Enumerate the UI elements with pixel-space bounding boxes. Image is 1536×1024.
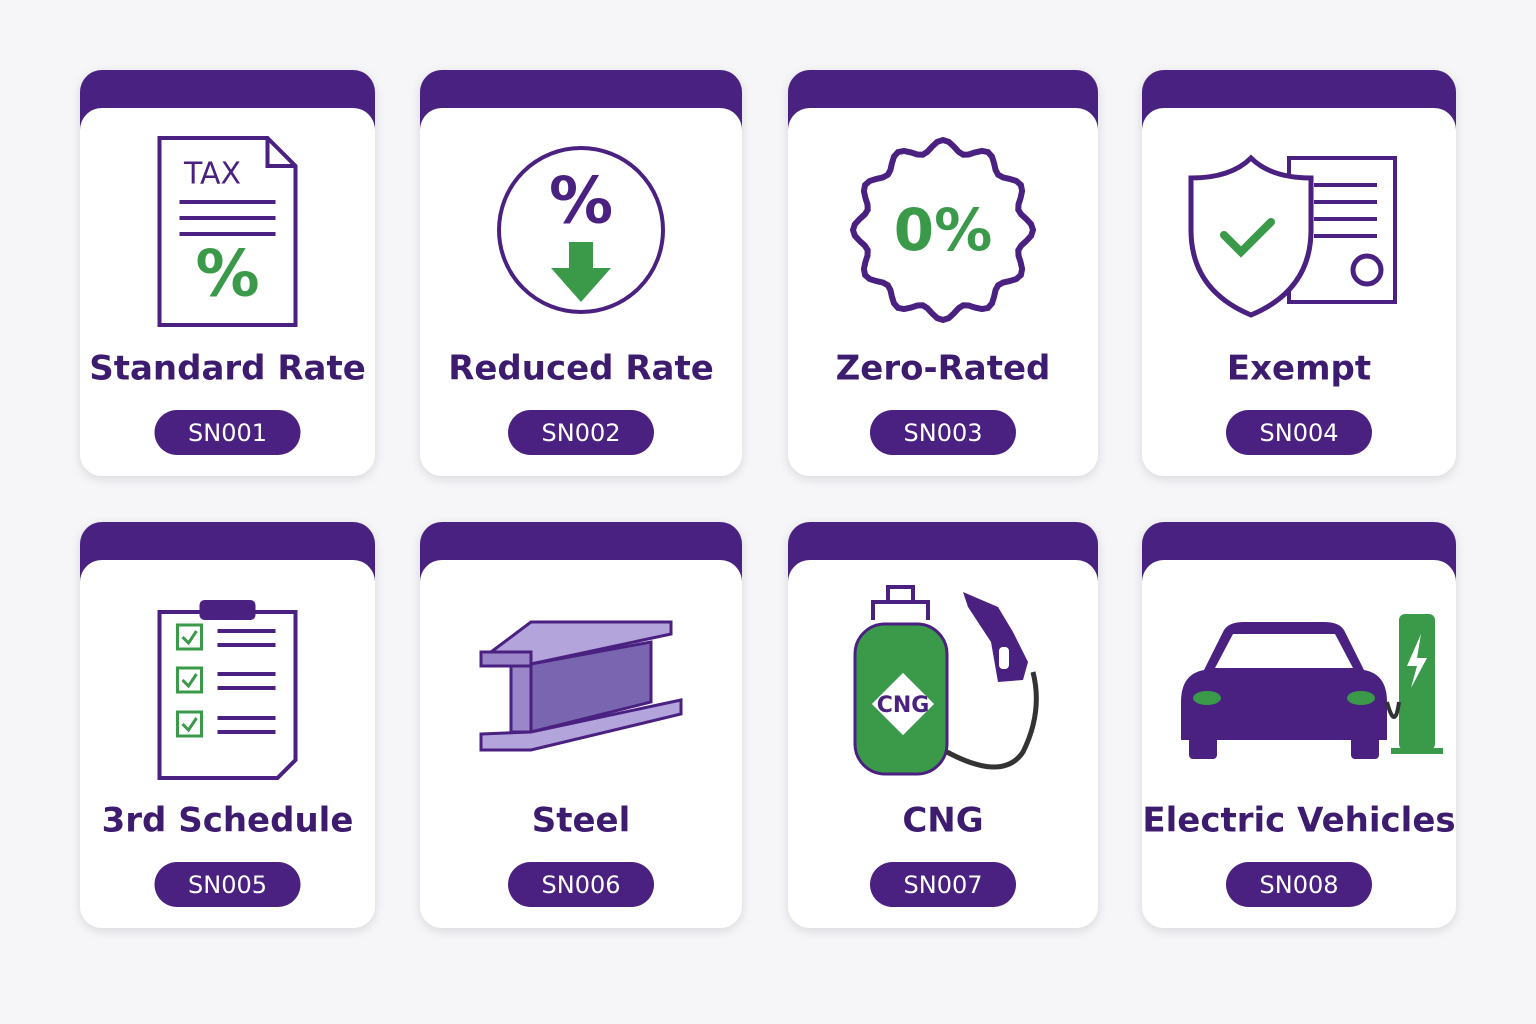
card-title: 3rd Schedule	[102, 801, 354, 841]
valve	[871, 585, 930, 620]
checkbox	[176, 623, 203, 651]
card-icon	[1188, 154, 1397, 318]
doc-outline	[157, 136, 298, 327]
tick	[181, 673, 198, 689]
card-title: CNG	[902, 801, 983, 841]
bolt	[1407, 634, 1427, 688]
windshield	[1215, 634, 1353, 668]
nozzle	[963, 592, 1028, 682]
code-label: SN005	[188, 871, 267, 899]
card-title: Standard Rate	[89, 349, 366, 389]
code-pill	[508, 410, 654, 455]
card-icon	[157, 600, 298, 780]
wheel	[1189, 737, 1217, 759]
nozzle-window	[999, 647, 1009, 669]
card-title: Electric Vehicles	[1142, 801, 1455, 841]
icon-text: TAX	[183, 157, 241, 192]
card-icon	[479, 620, 683, 752]
code-pill	[154, 410, 301, 455]
code-label: SN008	[1260, 871, 1339, 899]
card-icon: 0%	[849, 136, 1037, 324]
icon-text: %	[549, 165, 613, 239]
badge	[849, 136, 1037, 324]
code-label: SN007	[904, 871, 983, 899]
tick	[181, 717, 198, 733]
seal	[1350, 253, 1384, 287]
card-title: Exempt	[1227, 349, 1371, 389]
code-label: SN004	[1260, 419, 1339, 447]
card-icon	[1181, 614, 1443, 759]
charger-base	[1391, 748, 1443, 754]
charger	[1399, 614, 1435, 750]
headlight	[1347, 691, 1375, 705]
code-pill	[1226, 410, 1372, 455]
cable	[1385, 701, 1401, 719]
beam-web-side	[529, 640, 653, 734]
icon-text: %	[195, 238, 259, 312]
card-title: Steel	[532, 801, 631, 841]
arrow	[551, 242, 611, 302]
card-icon: %	[497, 146, 665, 314]
hose	[945, 671, 1039, 770]
card-title: Reduced Rate	[448, 349, 714, 389]
beam-web	[509, 662, 533, 734]
code-label: SN001	[188, 419, 267, 447]
icon-text: CNG	[877, 693, 930, 718]
card-icon: TAX%	[157, 136, 298, 327]
clip	[199, 600, 256, 620]
code-label: SN003	[904, 419, 983, 447]
tick	[181, 630, 198, 646]
wheel	[1351, 737, 1379, 759]
circle	[497, 146, 665, 314]
check	[1220, 218, 1275, 258]
beam-bottom	[479, 698, 683, 752]
headlight	[1193, 691, 1221, 705]
code-pill	[1226, 862, 1372, 907]
checkbox	[176, 666, 203, 694]
checkbox	[176, 710, 203, 738]
code-pill	[508, 862, 654, 907]
code-label: SN006	[542, 871, 621, 899]
beam-foot	[479, 650, 533, 668]
code-label: SN002	[542, 419, 621, 447]
diamond	[871, 672, 935, 736]
card-title: Zero-Rated	[836, 349, 1051, 389]
code-pill	[154, 862, 301, 907]
code-pill	[870, 410, 1016, 455]
card-icon: CNG	[853, 585, 1039, 776]
icon-text: 0%	[894, 196, 992, 264]
code-pill	[870, 862, 1016, 907]
